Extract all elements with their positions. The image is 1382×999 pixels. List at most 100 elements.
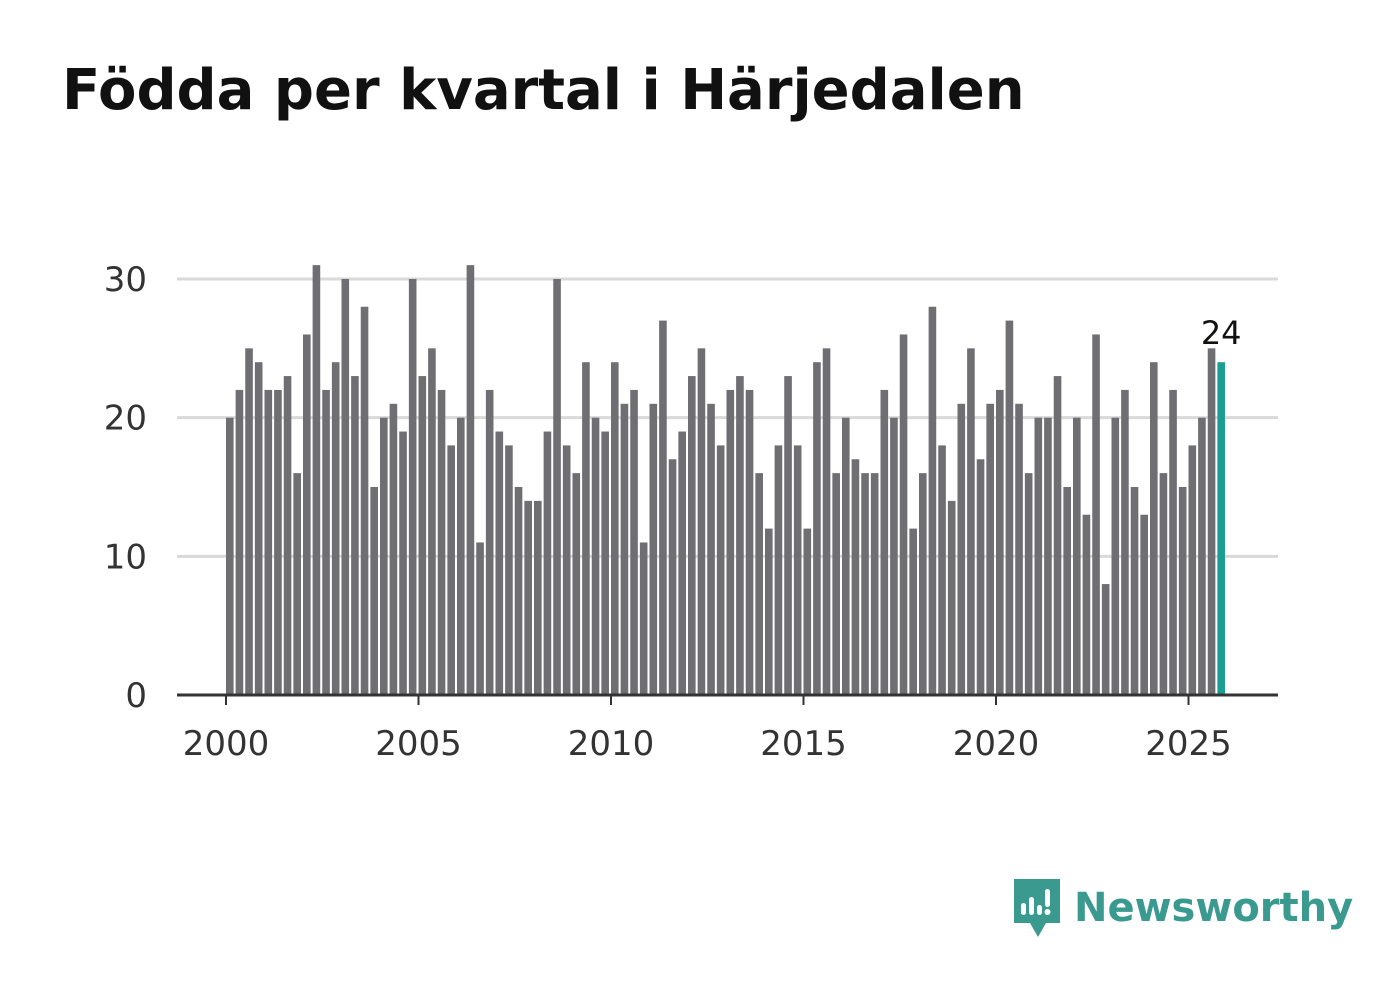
bar <box>668 459 677 695</box>
bar <box>870 473 879 695</box>
bar <box>245 348 253 695</box>
bar <box>928 306 937 695</box>
bar <box>505 445 513 695</box>
bar <box>437 389 446 695</box>
annotations: 24 <box>1201 314 1242 352</box>
bar <box>639 542 648 695</box>
bar <box>707 403 715 695</box>
x-tick-label: 2005 <box>375 724 462 764</box>
bar <box>591 417 600 695</box>
bar <box>331 362 340 695</box>
bar <box>572 473 581 695</box>
bar <box>716 445 725 695</box>
bar <box>457 417 465 695</box>
chart-title: Födda per kvartal i Härjedalen <box>62 58 1025 123</box>
bar <box>534 500 542 695</box>
x-tick-label: 2025 <box>1145 724 1232 764</box>
bar <box>1034 417 1043 695</box>
bar <box>1178 487 1187 695</box>
bar <box>1159 473 1168 695</box>
bar <box>582 362 590 695</box>
bar <box>861 473 869 695</box>
bar <box>832 473 840 695</box>
x-tick-label: 2015 <box>760 724 847 764</box>
bar <box>341 279 350 695</box>
bar <box>1111 417 1120 695</box>
bar <box>793 445 802 695</box>
bar <box>476 542 484 695</box>
bar <box>784 376 792 695</box>
bar <box>601 431 609 695</box>
bar <box>745 389 754 695</box>
bar <box>967 348 975 695</box>
bar <box>649 403 658 695</box>
y-tick-label: 30 <box>104 260 147 300</box>
bar <box>697 348 706 695</box>
bars <box>226 265 1225 695</box>
newsworthy-logo-icon <box>1014 879 1060 937</box>
bar <box>226 417 234 695</box>
bar <box>1207 348 1216 695</box>
bar <box>919 473 927 695</box>
bar <box>755 473 763 695</box>
bar <box>389 403 398 695</box>
bar <box>447 445 455 695</box>
bar <box>1044 417 1052 695</box>
bar <box>659 320 667 695</box>
bar <box>1053 376 1062 695</box>
y-tick-label: 10 <box>104 537 147 577</box>
bar <box>312 265 321 695</box>
bar <box>428 348 436 695</box>
x-axis <box>177 693 1278 705</box>
bar <box>293 473 301 695</box>
bar <box>1169 389 1177 695</box>
bar <box>562 445 571 695</box>
bar <box>630 389 638 695</box>
bar <box>1082 514 1091 695</box>
bar <box>408 279 417 695</box>
bar <box>1198 417 1206 695</box>
bar <box>553 279 561 695</box>
bar <box>678 431 686 695</box>
bar <box>1140 514 1148 695</box>
latest-value-label: 24 <box>1201 314 1242 352</box>
bar <box>620 403 629 695</box>
y-tick-label: 0 <box>125 676 147 716</box>
bar <box>774 445 783 695</box>
bar <box>688 376 696 695</box>
x-tick-label: 2020 <box>953 724 1040 764</box>
newsworthy-brand[interactable]: Newsworthy <box>1012 876 1353 940</box>
bar <box>303 334 311 695</box>
bar <box>765 528 773 695</box>
bar <box>890 417 898 695</box>
brand-name: Newsworthy <box>1074 885 1354 931</box>
bar <box>822 348 831 695</box>
bar <box>264 389 273 695</box>
bar <box>726 389 735 695</box>
x-tick-label: 2010 <box>568 724 655 764</box>
bar <box>1130 487 1139 695</box>
bar <box>986 403 994 695</box>
bar <box>899 334 908 695</box>
bar <box>322 389 330 695</box>
bar <box>1005 320 1014 695</box>
y-axis-labels: 0 10 20 30 <box>104 260 147 716</box>
bar <box>957 403 966 695</box>
bar <box>611 362 619 695</box>
x-tick-label: 2000 <box>183 724 270 764</box>
bar <box>1101 584 1110 695</box>
bar <box>514 487 523 695</box>
bar <box>466 265 475 695</box>
bar <box>274 389 282 695</box>
bar <box>283 376 292 695</box>
bar <box>1073 417 1081 695</box>
bar <box>1092 334 1100 695</box>
y-tick-label: 20 <box>104 399 147 439</box>
bar <box>938 445 946 695</box>
bar <box>909 528 917 695</box>
bar <box>370 487 378 695</box>
bar <box>976 459 985 695</box>
bar <box>813 362 821 695</box>
bar-latest <box>1217 362 1225 695</box>
